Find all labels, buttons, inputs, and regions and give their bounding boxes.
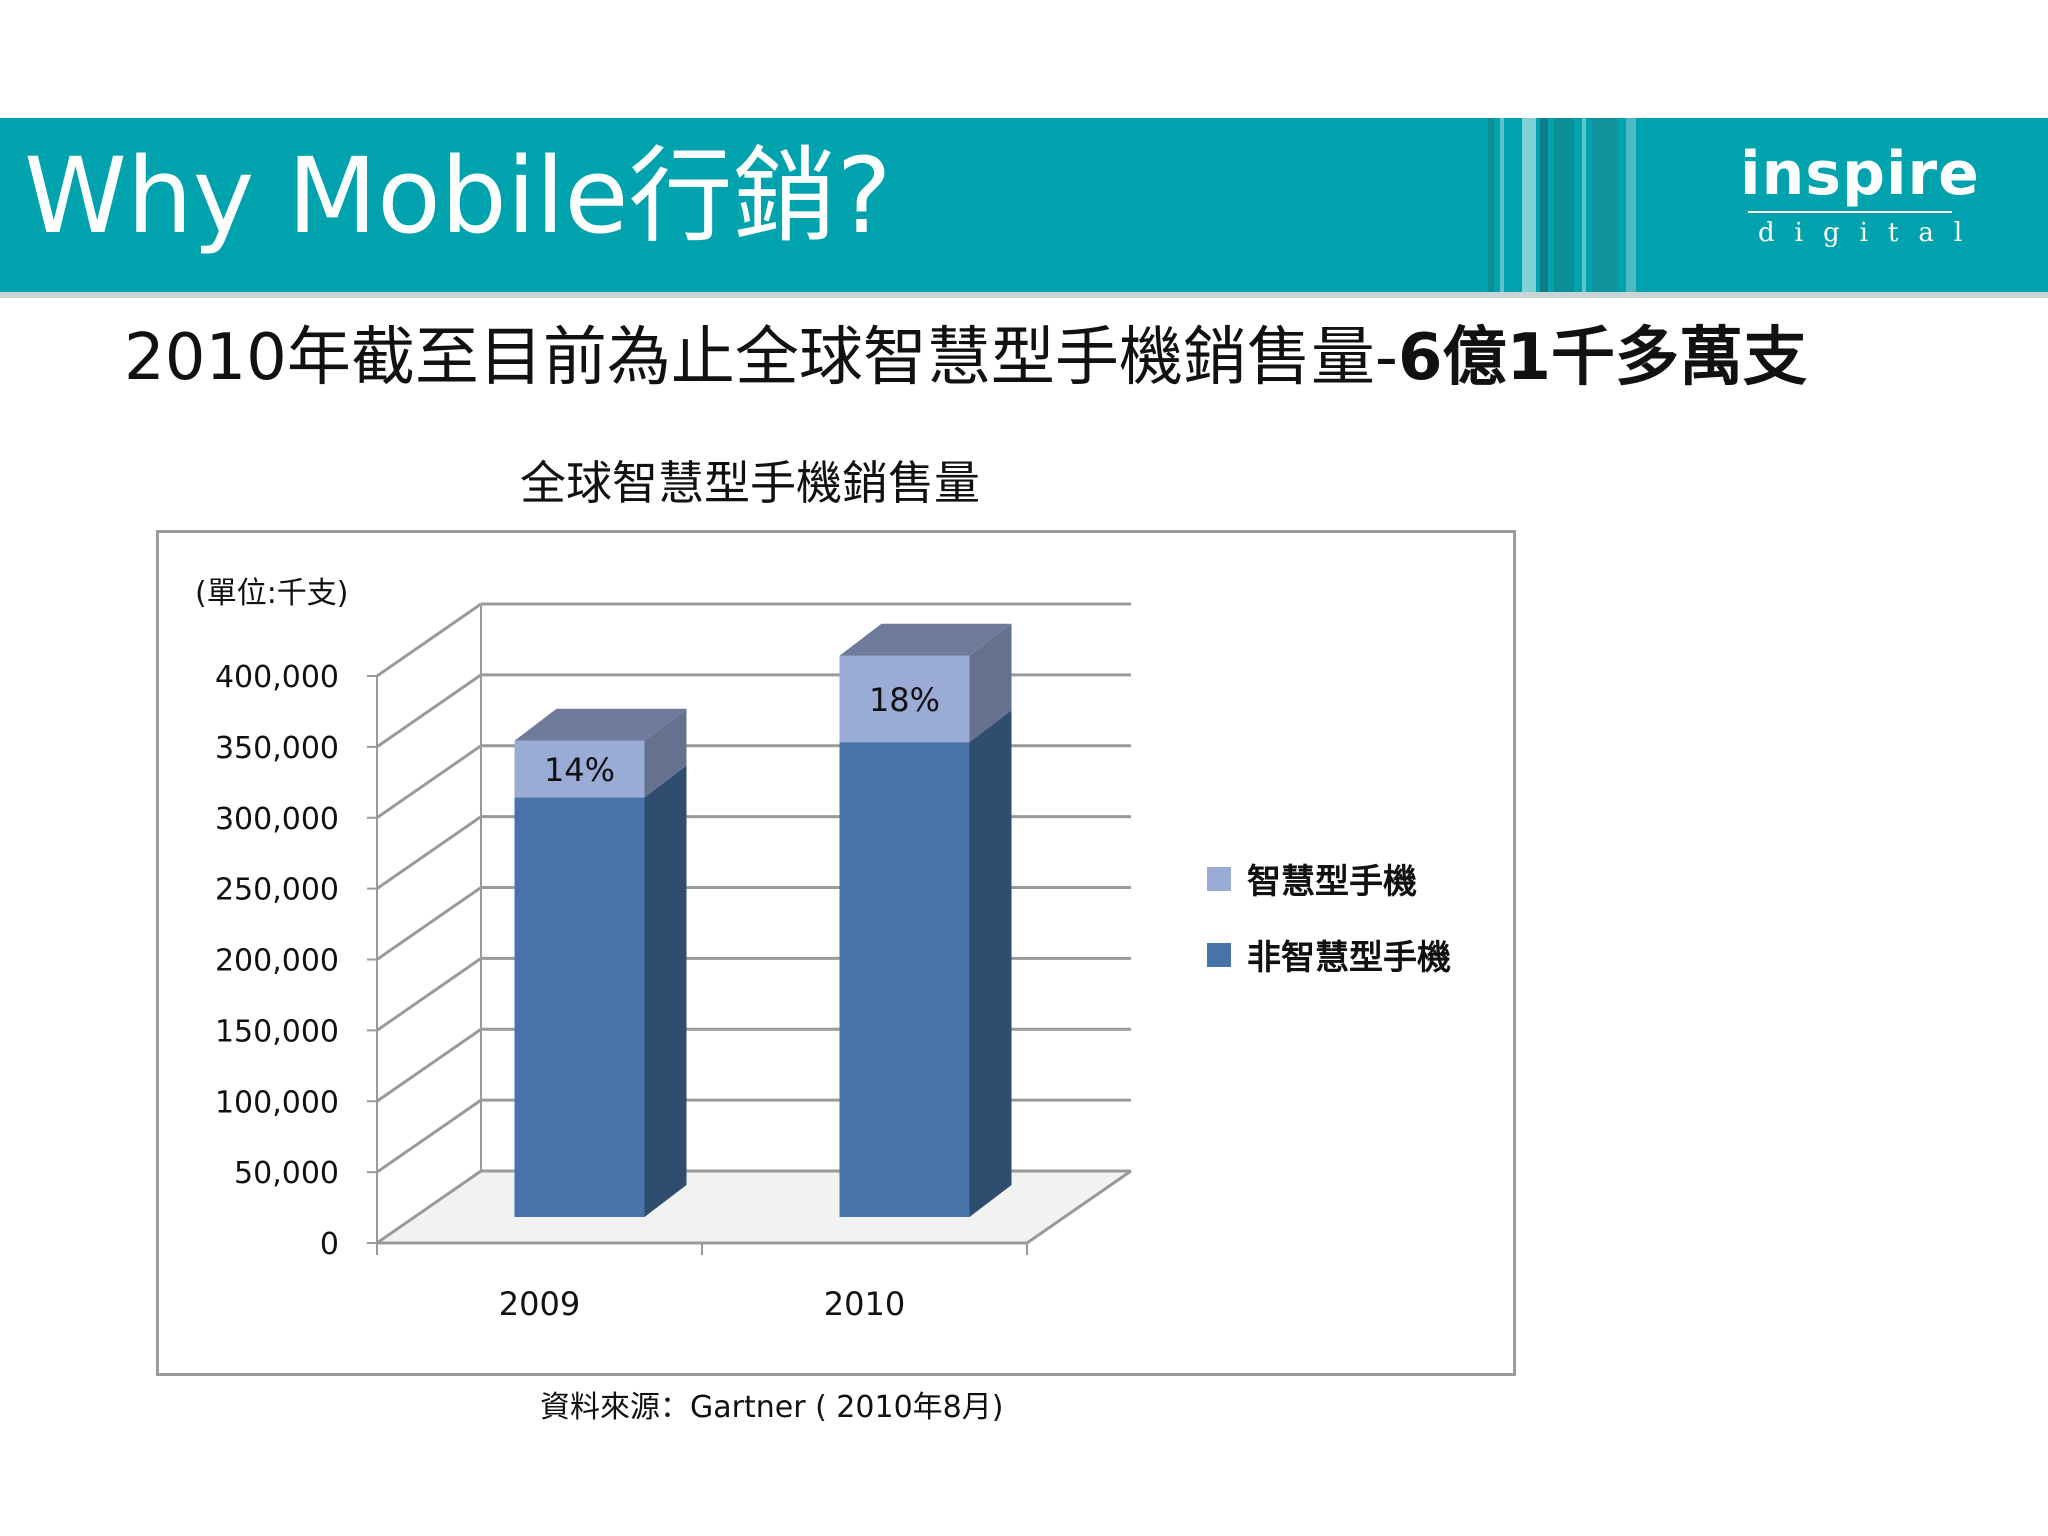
bar-2009-side-非智慧型手機 — [644, 765, 687, 1217]
chart-frame: 0 50,000 100,000 150,000 200,000 250,000 300,0… — [156, 530, 1516, 1376]
stripe — [1592, 118, 1618, 292]
banner-underline — [0, 292, 2048, 298]
bar-2010-side-非智慧型手機 — [969, 710, 1012, 1217]
stripe — [1500, 118, 1504, 292]
y-tick-label: 50,000 — [234, 1156, 339, 1191]
data-label-2009: 14% — [544, 751, 615, 789]
legend-label-智慧型手機: 智慧型手機 — [1247, 862, 1417, 902]
x-tick-label-2010: 2010 — [824, 1285, 905, 1323]
bar-2009-side-智慧型手機 — [644, 708, 687, 798]
stripe — [1554, 118, 1574, 292]
floor-edge — [1026, 1169, 1132, 1245]
side-gridline — [376, 815, 482, 890]
stacked-bar-chart: 0 50,000 100,000 150,000 200,000 250,000 300,0… — [195, 576, 1451, 1323]
logo-main-text: inspire — [1740, 139, 1980, 209]
legend-swatch-智慧型手機 — [1207, 867, 1231, 891]
legend-swatch-非智慧型手機 — [1207, 943, 1231, 967]
inspire-digital-logo: inspire digital — [1740, 139, 1983, 248]
side-gridline — [376, 1028, 482, 1103]
side-gridline — [376, 957, 482, 1032]
bar-2009-front-智慧型手機 — [514, 740, 645, 798]
x-tick-label-2009: 2009 — [499, 1285, 580, 1323]
side-gridline — [376, 673, 482, 749]
logo-rule — [1748, 211, 1952, 213]
y-unit-label: (單位:千支) — [195, 576, 349, 611]
y-tick-label: 350,000 — [215, 731, 339, 766]
slide-subtitle: 2010年截至目前為止全球智慧型手機銷售量-6億1千多萬支 — [124, 318, 1807, 398]
legend-label-非智慧型手機: 非智慧型手機 — [1247, 938, 1451, 978]
subtitle-regular: 2010年截至目前為止全球智慧型手機銷售量- — [124, 321, 1398, 395]
stripe — [1582, 118, 1586, 292]
y-tick-label: 100,000 — [215, 1085, 339, 1120]
y-tick-label: 200,000 — [215, 944, 339, 979]
slide-title: Why Mobile行銷? — [24, 135, 892, 257]
y-tick-label: 0 — [320, 1227, 339, 1262]
stripe — [1522, 118, 1536, 292]
y-tick-label: 300,000 — [215, 802, 339, 837]
chart-floor — [377, 1171, 1131, 1243]
bar-2009-top — [514, 708, 687, 741]
bar-2010-front-非智慧型手機 — [839, 742, 970, 1217]
bar-2010-top — [839, 623, 1012, 656]
source-note: 資料來源：Gartner ( 2010年8月) — [540, 1390, 1004, 1425]
chart-title: 全球智慧型手機銷售量 — [520, 456, 980, 510]
side-gridline — [376, 1169, 482, 1245]
subtitle-bold: 6億1千多萬支 — [1397, 321, 1808, 395]
logo-sub-text: digital — [1758, 218, 1983, 248]
bar-2010-front-智慧型手機 — [839, 655, 970, 743]
stripe — [1488, 118, 1494, 292]
y-tick-label: 400,000 — [215, 660, 339, 695]
bar-2010-side-智慧型手機 — [969, 623, 1012, 743]
title-banner — [0, 118, 2048, 292]
decorative-stripes — [1488, 118, 1648, 292]
stripe — [1626, 118, 1636, 292]
side-gridline — [376, 744, 482, 819]
side-gridline — [376, 1098, 482, 1174]
side-gridline — [376, 886, 482, 961]
y-tick-label: 250,000 — [215, 873, 339, 908]
stripe — [1540, 118, 1548, 292]
data-label-2010: 18% — [869, 681, 940, 719]
chart-bars — [514, 623, 1012, 1217]
bar-2009-front-非智慧型手機 — [514, 797, 645, 1217]
side-gridline — [376, 602, 482, 678]
y-tick-label: 150,000 — [215, 1014, 339, 1049]
chart-labels: 0 50,000 100,000 150,000 200,000 250,000 300,0… — [195, 576, 940, 1323]
chart-grid — [367, 602, 1132, 1255]
